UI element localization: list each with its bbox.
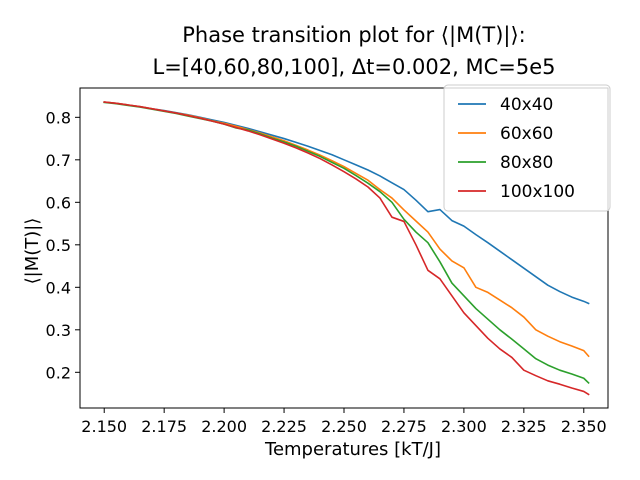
x-tick-label: 2.250 bbox=[321, 417, 367, 436]
y-axis-label: ⟨|M(T)|⟩ bbox=[22, 218, 43, 285]
x-tick-label: 2.325 bbox=[501, 417, 547, 436]
series-line-4 bbox=[103, 101, 590, 396]
x-tick-label: 2.175 bbox=[141, 417, 187, 436]
legend: 40x40 60x60 80x80 100x100 bbox=[443, 84, 611, 212]
y-tick-label: 0.8 bbox=[46, 108, 71, 127]
chart-title-line-2: L=[40,60,80,100], Δt=0.002, MC=5e5 bbox=[153, 55, 556, 79]
x-tick-label: 2.275 bbox=[381, 417, 427, 436]
axis-ticks: 2.150 2.175 2.200 2.225 2.250 2.275 2.300 2.325… bbox=[46, 108, 607, 436]
y-tick-label: 0.2 bbox=[46, 363, 71, 382]
y-tick-label: 0.7 bbox=[46, 151, 71, 170]
x-axis-label: Temperatures [kT/J] bbox=[264, 439, 441, 460]
x-tick-label: 2.150 bbox=[81, 417, 127, 436]
y-tick-label: 0.6 bbox=[46, 193, 71, 212]
legend-label-2: 60x60 bbox=[500, 124, 553, 144]
y-tick-label: 0.5 bbox=[46, 236, 71, 255]
y-tick-label: 0.3 bbox=[46, 321, 71, 340]
plot-area bbox=[79, 87, 609, 409]
x-tick-label: 2.225 bbox=[261, 417, 307, 436]
legend-label-4: 100x100 bbox=[500, 182, 575, 202]
x-tick-label: 2.200 bbox=[201, 417, 247, 436]
legend-label-3: 80x80 bbox=[500, 153, 553, 173]
legend-frame bbox=[443, 84, 611, 212]
x-tick-label: 2.300 bbox=[441, 417, 487, 436]
y-tick-label: 0.4 bbox=[46, 278, 71, 297]
x-tick-label: 2.350 bbox=[561, 417, 607, 436]
legend-label-1: 40x40 bbox=[500, 95, 553, 115]
chart-title-line-1: Phase transition plot for ⟨|M(T)|⟩: bbox=[182, 23, 526, 48]
